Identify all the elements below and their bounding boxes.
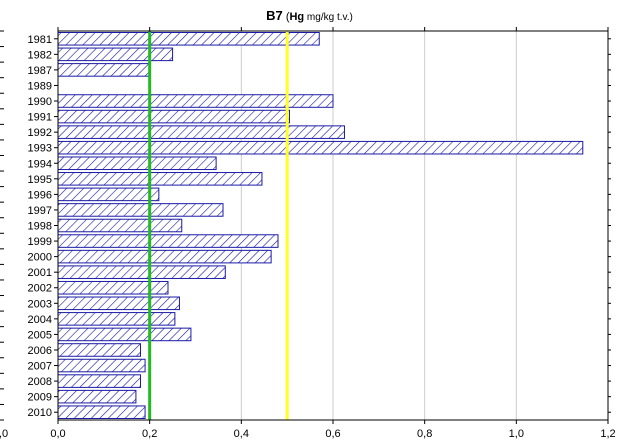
y-tick-label: 2010 <box>28 407 52 419</box>
x-tick-label: 1,0 <box>509 428 524 440</box>
x-tick-label: 0,0 <box>50 428 65 440</box>
y-tick-label: 1998 <box>28 221 52 233</box>
x-tick-label-partial: ,0 <box>0 428 8 440</box>
bars <box>57 32 584 420</box>
y-tick-label: 1987 <box>28 65 52 77</box>
bar-1992 <box>57 125 345 139</box>
bar-1998 <box>57 218 183 233</box>
y-tick-label: 1991 <box>28 112 52 124</box>
y-tick-label: 1989 <box>28 80 52 92</box>
x-tick-label: 0,2 <box>142 428 157 440</box>
bar-1999 <box>57 234 279 248</box>
bar-2000 <box>57 249 272 264</box>
title-unit: mg/kg t.v.) <box>304 12 353 23</box>
bar-1996 <box>57 187 160 202</box>
x-tick-label: 1,2 <box>600 428 615 440</box>
x-tick-label: 0,6 <box>325 428 340 440</box>
bar-1993 <box>57 140 584 155</box>
y-tick-label: 1982 <box>28 49 52 61</box>
bar-1981 <box>57 32 320 46</box>
y-tick-label: 1997 <box>28 205 52 217</box>
y-tick-label: 1990 <box>28 96 52 108</box>
bar-2009 <box>57 389 137 404</box>
bar-1994 <box>57 156 217 171</box>
y-tick-label: 1996 <box>28 189 52 201</box>
y-tick-label: 2004 <box>28 314 52 326</box>
bar-2010 <box>57 405 146 420</box>
y-tick-label: 1993 <box>28 143 52 155</box>
grid-lines <box>149 31 517 420</box>
title-paren-open: ( <box>285 11 290 23</box>
x-tick-label: 0,4 <box>234 428 249 440</box>
y-tick-label: 1995 <box>28 174 52 186</box>
bar-2003 <box>57 296 180 311</box>
bar-1990 <box>57 94 334 108</box>
y-tick-labels: 1981 1982 1987 1989 1990 1991 1992 1993 1994 1995… <box>28 34 52 419</box>
title-station: B7 <box>266 8 283 23</box>
y-tick-label: 2001 <box>28 267 52 279</box>
bar-2002 <box>57 280 169 295</box>
bar-2004 <box>57 312 176 326</box>
bar-2001 <box>57 265 226 279</box>
bar-1991 <box>57 109 290 124</box>
bar-2006 <box>57 343 141 357</box>
chart-title: B7 (Hg mg/kg t.v.) <box>0 8 619 23</box>
bar-2007 <box>57 358 146 373</box>
y-tick-label: 2007 <box>28 361 52 373</box>
bar-2008 <box>57 374 141 388</box>
y-tick-label: 2005 <box>28 329 52 341</box>
y-tick-label: 2002 <box>28 283 52 295</box>
bar-1982 <box>57 47 174 62</box>
y-tick-label: 2000 <box>28 252 52 264</box>
y-tick-label: 1992 <box>28 127 52 139</box>
y-tick-label: 2008 <box>28 376 52 388</box>
y-tick-label: 2003 <box>28 298 52 310</box>
bar-2005 <box>57 327 192 342</box>
title-element: Hg <box>289 11 305 23</box>
x-tick-labels: 0,0 0,2 0,4 0,6 0,8 1,0 1,2 ,0 <box>0 428 616 440</box>
bar-1995 <box>57 172 263 186</box>
reference-lines <box>148 31 289 420</box>
axis-ticks <box>0 27 611 424</box>
y-tick-label: 1994 <box>28 158 52 170</box>
y-tick-label: 1981 <box>28 34 52 46</box>
x-tick-label: 0,8 <box>417 428 432 440</box>
y-tick-label: 2006 <box>28 345 52 357</box>
y-tick-label: 2009 <box>28 392 52 404</box>
bar-1987 <box>57 63 151 77</box>
bar-1997 <box>57 203 224 217</box>
y-tick-label: 1999 <box>28 236 52 248</box>
